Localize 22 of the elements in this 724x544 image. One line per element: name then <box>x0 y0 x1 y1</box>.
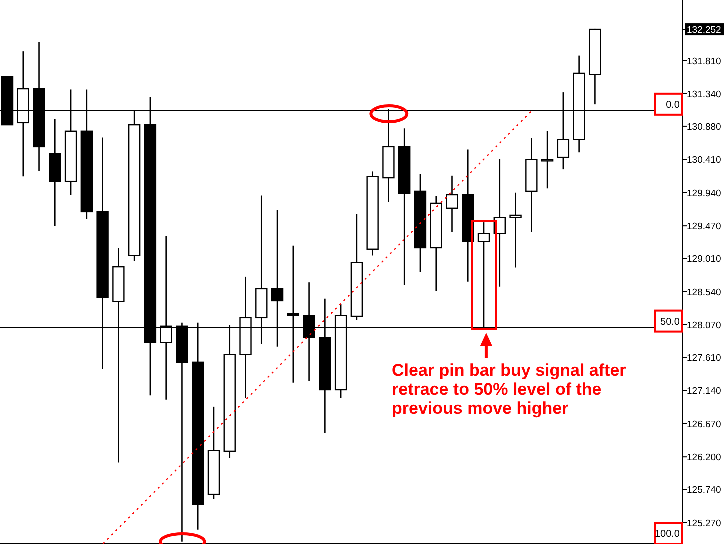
y-tick-label: 126.670 <box>687 419 722 430</box>
y-tick-label: 131.340 <box>687 89 722 100</box>
y-tick-label: 127.140 <box>687 386 722 398</box>
y-tick-label: 129.470 <box>687 222 722 233</box>
annotation: 0.0 <box>666 100 680 111</box>
y-tick-label: 128.070 <box>687 320 722 332</box>
y-tick-label: 125.270 <box>687 518 722 530</box>
y-tick-label: 129.940 <box>687 188 722 200</box>
y-tick-label: 129.010 <box>687 254 722 266</box>
y-tick-label: 126.200 <box>687 452 722 464</box>
y-tick-label: 125.740 <box>687 485 722 496</box>
annotation: 50.0 <box>660 316 680 328</box>
y-tick-label: 128.540 <box>687 287 722 298</box>
annotation: Clear pin bar buy signal after retrace to 50% level of the previous move higher <box>392 361 628 418</box>
y-tick-label: 130.410 <box>687 155 722 166</box>
candlestick <box>541 130 554 190</box>
y-tick-label: 132.252 <box>687 25 722 36</box>
candlestick <box>510 192 522 268</box>
candlestick <box>446 175 458 234</box>
y-tick-label: 127.610 <box>687 352 722 364</box>
y-tick-label: 130.880 <box>687 122 722 133</box>
y-tick-label: 131.810 <box>687 56 722 68</box>
